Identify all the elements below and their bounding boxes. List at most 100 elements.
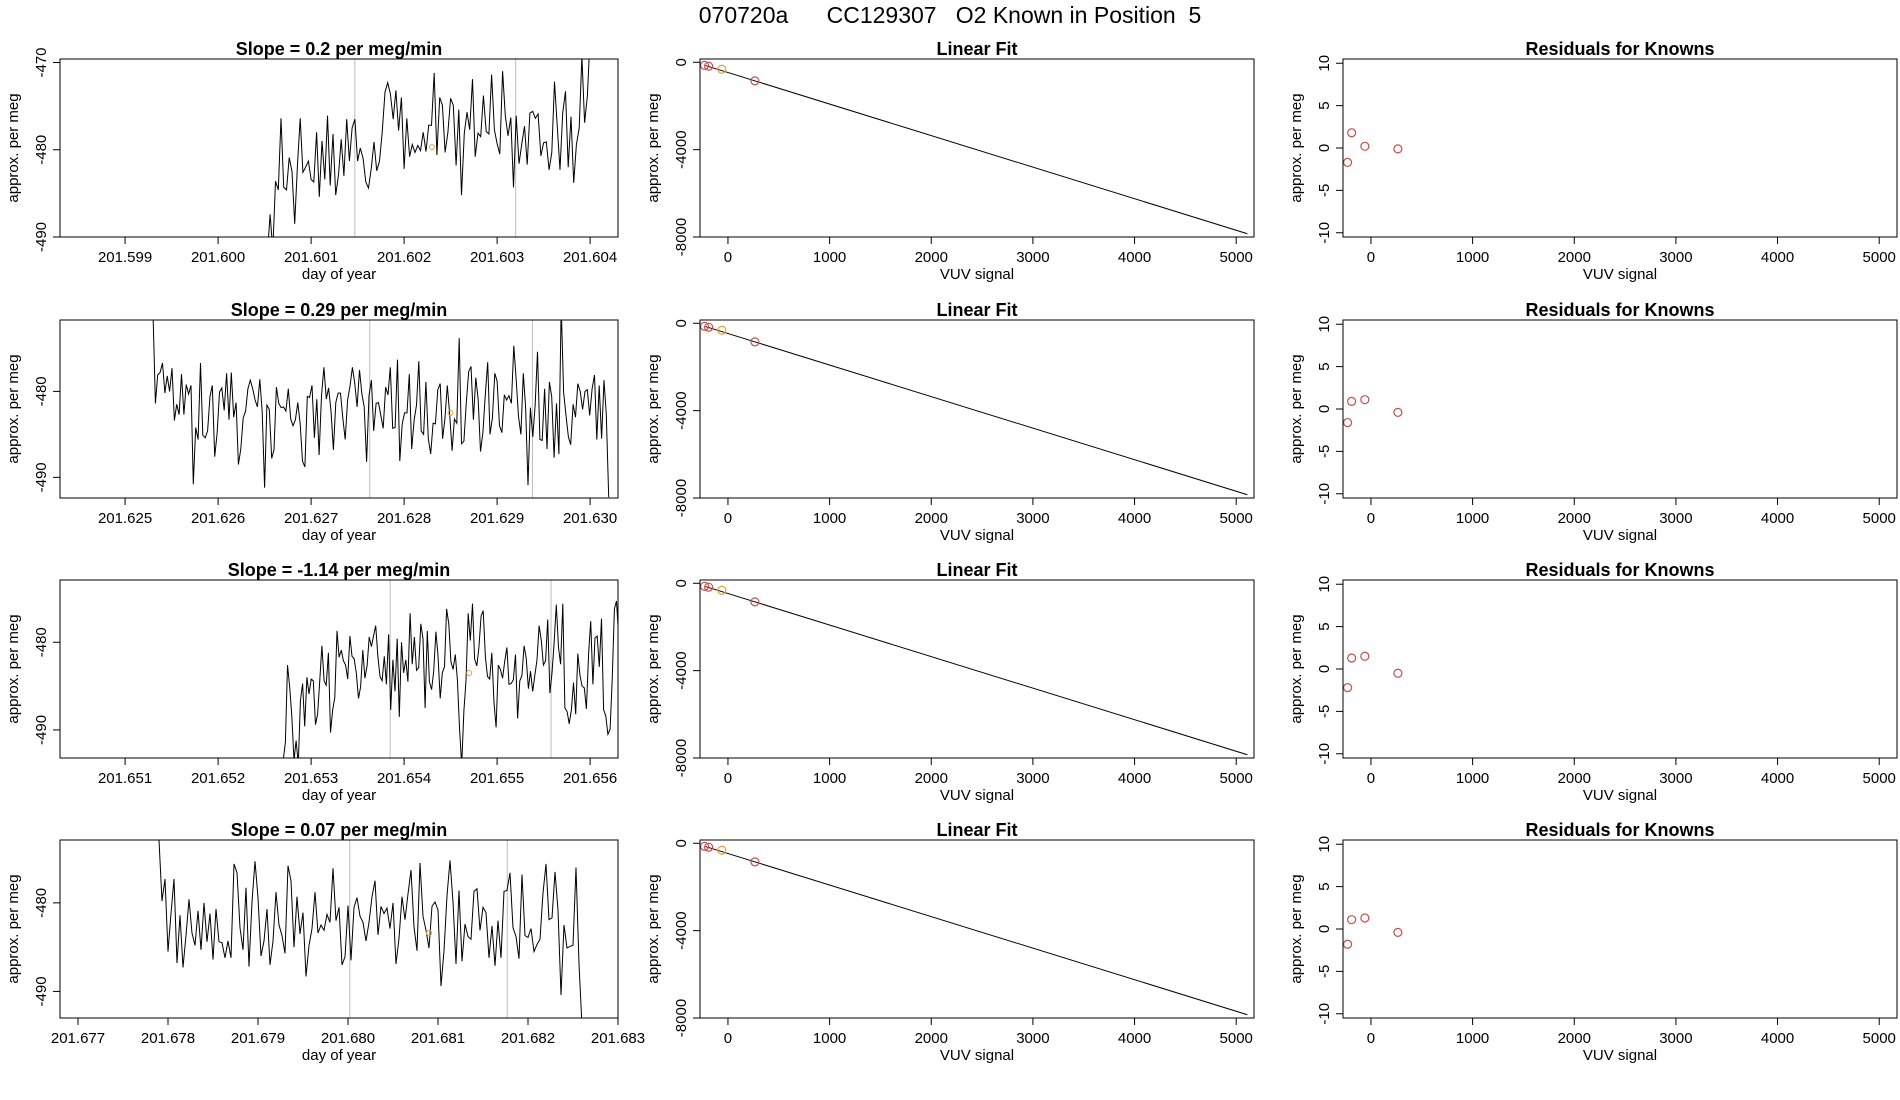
timeseries-2-x-tick-label: 201.629 [470, 510, 524, 527]
timeseries-4-frame [59, 839, 619, 1019]
timeseries-1-x-tick-label: 201.600 [191, 249, 245, 266]
linear-fit-3-x-tick-label: 1000 [813, 770, 846, 787]
linear-fit-3-y-tick-label: -4000 [673, 651, 690, 689]
timeseries-4-x-tick-label: 201.677 [51, 1030, 105, 1047]
timeseries-1-marker [429, 144, 435, 151]
timeseries-1-y-tick-label: -470 [33, 47, 50, 77]
residuals-2-point [1360, 395, 1370, 405]
linear-fit-4-point [717, 845, 727, 855]
residuals-4-x-tick-label: 5000 [1863, 1030, 1896, 1047]
residuals-3-y-tick-label: 0 [1316, 665, 1333, 673]
figure-title: 070720a CC129307 O2 Known in Position 5 [698, 2, 1202, 28]
timeseries-3-y-tick-label: -480 [33, 627, 50, 657]
residuals-4-x-tick-label: 0 [1367, 1030, 1375, 1047]
timeseries-2-x-tick-label: 201.630 [563, 510, 617, 527]
linear-fit-4-x-tick-label: 0 [724, 1030, 732, 1047]
residuals-4-frame [1342, 839, 1898, 1019]
timeseries-2-title: Slope = 0.29 per meg/min [231, 300, 448, 320]
timeseries-4-x-tick-label: 201.683 [591, 1030, 645, 1047]
linear-fit-2-x-tick-label: 0 [724, 510, 732, 527]
linear-fit-2-x-tick-label: 1000 [813, 510, 846, 527]
timeseries-4-x-tick-label: 201.678 [141, 1030, 195, 1047]
linear-fit-4-x-label: VUV signal [940, 1047, 1014, 1064]
linear-fit-2-y-tick-label: -8000 [673, 479, 690, 517]
linear-fit-1-y-tick-label: 0 [673, 58, 690, 66]
timeseries-1-y-tick-label: -490 [33, 222, 50, 252]
timeseries-2-x-tick-label: 201.627 [284, 510, 338, 527]
residuals-2-y-tick-label: -10 [1316, 483, 1333, 505]
linear-fit-4-x-tick-label: 2000 [915, 1030, 948, 1047]
linear-fit-1-x-tick-label: 3000 [1016, 249, 1049, 266]
linear-fit-2-x-tick-label: 5000 [1220, 510, 1253, 527]
residuals-1-x-tick-label: 1000 [1456, 249, 1489, 266]
residuals-1-x-tick-label: 3000 [1659, 249, 1692, 266]
residuals-3-x-tick-label: 2000 [1558, 770, 1591, 787]
timeseries-1-x-tick-label: 201.602 [377, 249, 431, 266]
linear-fit-1-x-tick-label: 0 [724, 249, 732, 266]
residuals-4-point [1393, 927, 1403, 937]
linear-fit-4-y-tick-label: -8000 [673, 999, 690, 1037]
residuals-2-point [1347, 396, 1357, 406]
residuals-1-y-tick-label: 5 [1316, 101, 1333, 109]
linear-fit-2-y-label: approx. per meg [645, 354, 662, 463]
timeseries-2-x-tick-label: 201.625 [98, 510, 152, 527]
residuals-3-y-tick-label: 5 [1316, 622, 1333, 630]
residuals-4-y-tick-label: -5 [1316, 965, 1333, 978]
residuals-3-point [1347, 653, 1357, 663]
timeseries-3-x-tick-label: 201.652 [191, 770, 245, 787]
timeseries-2-y-label: approx. per meg [5, 354, 22, 463]
linear-fit-4-x-tick-label: 3000 [1016, 1030, 1049, 1047]
timeseries-3-marker [466, 669, 473, 676]
linear-fit-4-point [750, 857, 760, 867]
linear-fit-4-y-tick-label: 0 [673, 839, 690, 847]
timeseries-3-title: Slope = -1.14 per meg/min [228, 560, 451, 580]
timeseries-2-frame [59, 319, 619, 499]
timeseries-2-series-line [152, 320, 610, 498]
residuals-1-y-tick-label: 0 [1316, 144, 1333, 152]
residuals-1-x-tick-label: 2000 [1558, 249, 1591, 266]
linear-fit-4-y-label: approx. per meg [645, 874, 662, 983]
residuals-3-y-tick-label: 10 [1316, 576, 1333, 593]
timeseries-4-x-label: day of year [302, 1047, 376, 1064]
linear-fit-2-point [699, 321, 710, 331]
linear-fit-1-fit-line [705, 65, 1248, 235]
linear-fit-2-point [704, 322, 714, 332]
residuals-3-point [1342, 683, 1353, 693]
residuals-2-title: Residuals for Knowns [1525, 300, 1714, 320]
residuals-3-x-tick-label: 4000 [1761, 770, 1794, 787]
timeseries-3-x-label: day of year [302, 787, 376, 804]
linear-fit-1-point [699, 60, 710, 70]
timeseries-4-x-tick-label: 201.679 [231, 1030, 285, 1047]
residuals-4-point [1347, 915, 1357, 925]
linear-fit-3-point [717, 585, 727, 595]
timeseries-1-x-tick-label: 201.603 [470, 249, 524, 266]
residuals-4-x-tick-label: 3000 [1659, 1030, 1692, 1047]
timeseries-4-series-line [158, 840, 583, 1018]
linear-fit-3-x-tick-label: 5000 [1220, 770, 1253, 787]
linear-fit-3-y-tick-label: 0 [673, 579, 690, 587]
linear-fit-4-x-tick-label: 5000 [1220, 1030, 1253, 1047]
timeseries-4-title: Slope = 0.07 per meg/min [231, 820, 448, 840]
linear-fit-4-x-tick-label: 1000 [813, 1030, 846, 1047]
linear-fit-4-title: Linear Fit [936, 820, 1017, 840]
residuals-4-y-label: approx. per meg [1288, 874, 1305, 983]
linear-fit-4-x-tick-label: 4000 [1118, 1030, 1151, 1047]
linear-fit-2-x-tick-label: 4000 [1118, 510, 1151, 527]
linear-fit-1-x-tick-label: 1000 [813, 249, 846, 266]
residuals-2-point [1342, 417, 1353, 428]
residuals-2-x-tick-label: 1000 [1456, 510, 1489, 527]
residuals-4-title: Residuals for Knowns [1525, 820, 1714, 840]
linear-fit-2-y-tick-label: 0 [673, 319, 690, 327]
timeseries-2-marker [447, 409, 454, 416]
timeseries-3-x-tick-label: 201.656 [563, 770, 617, 787]
residuals-1-x-tick-label: 5000 [1863, 249, 1896, 266]
residuals-4-y-tick-label: -10 [1316, 1003, 1333, 1025]
linear-fit-1-point [717, 64, 727, 74]
residuals-3-point [1393, 668, 1403, 678]
linear-fit-1-y-tick-label: -8000 [673, 218, 690, 256]
timeseries-3-y-tick-label: -490 [33, 715, 50, 745]
residuals-3-x-tick-label: 1000 [1456, 770, 1489, 787]
residuals-1-point [1347, 128, 1357, 138]
linear-fit-3-x-tick-label: 4000 [1118, 770, 1151, 787]
residuals-4-x-tick-label: 1000 [1456, 1030, 1489, 1047]
